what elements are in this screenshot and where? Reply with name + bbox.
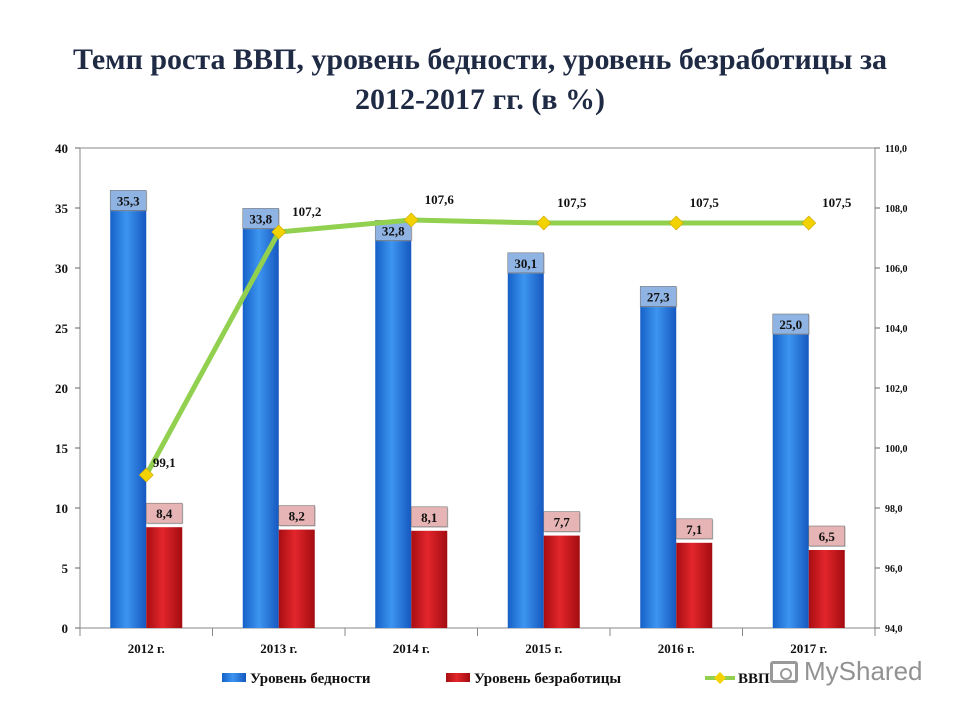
title-line-2: 2012-2017 гг. (в %) (354, 83, 606, 116)
right-tick-label: 108,0 (885, 204, 908, 215)
poverty-bar (375, 234, 412, 628)
gdp-value-label: 99,1 (153, 455, 176, 470)
unemployment-value-label-box (675, 518, 713, 540)
left-tick-label: 25 (55, 321, 69, 336)
legend-label-unemployment: Уровень безработицы (474, 671, 621, 687)
right-tick-label: 100,0 (885, 444, 908, 455)
poverty-value-label: 30,1 (514, 256, 537, 271)
unemployment-bar (543, 535, 580, 628)
legend-label-gdp: ВВП (738, 671, 770, 687)
legend-marker-gdp (714, 672, 726, 684)
poverty-value-label: 25,0 (779, 317, 802, 332)
gdp-line (144, 217, 809, 477)
x-tick-label: 2015 г. (525, 641, 562, 656)
left-tick-label: 15 (55, 441, 69, 456)
gdp-value-label: 107,6 (425, 192, 455, 207)
x-tick-label: 2014 г. (393, 641, 430, 656)
legend-swatch-unemployment (446, 673, 470, 682)
gdp-value-label: 107,5 (690, 195, 720, 210)
unemployment-value-label: 8,2 (289, 509, 305, 524)
right-tick-label: 94,0 (885, 624, 903, 635)
right-tick-label: 98,0 (885, 504, 903, 515)
right-tick-label: 110,0 (885, 144, 907, 155)
left-tick-label: 5 (62, 561, 69, 576)
presentation-icon (770, 660, 798, 683)
poverty-value-label: 32,8 (382, 223, 405, 238)
unemployment-value-label-box (543, 511, 581, 532)
poverty-value-label: 27,3 (647, 289, 670, 304)
poverty-value-label-box (772, 313, 810, 335)
left-tick-label: 40 (55, 141, 68, 156)
poverty-value-label-box (109, 190, 147, 211)
poverty-value-label-box (242, 208, 280, 229)
right-tick-label: 96,0 (885, 564, 903, 575)
page-title: Темп роста ВВП, уровень бедности, уровен… (30, 40, 930, 120)
x-tick-label: 2017 г. (790, 641, 827, 656)
right-tick-label: 104,0 (885, 324, 908, 335)
gdp-marker (668, 215, 684, 231)
poverty-value-label-box (639, 286, 677, 307)
unemployment-bar (146, 527, 183, 628)
right-tick-label: 102,0 (885, 384, 908, 395)
unemployment-value-label: 8,1 (421, 510, 437, 525)
poverty-bar (110, 204, 147, 628)
unemployment-value-label: 6,5 (819, 529, 836, 544)
unemployment-bar (278, 529, 315, 628)
title-line-1: Темп роста ВВП, уровень бедности, уровен… (72, 43, 888, 76)
unemployment-bar (808, 550, 845, 628)
poverty-value-label: 35,3 (117, 193, 140, 208)
unemployment-value-label: 7,1 (686, 522, 702, 537)
unemployment-value-label-box (145, 502, 183, 524)
right-tick-label: 106,0 (885, 264, 908, 275)
poverty-bar (640, 300, 677, 628)
gdp-marker (536, 215, 552, 231)
unemployment-value-label: 7,7 (554, 515, 571, 530)
unemployment-bar (411, 530, 448, 628)
gdp-marker (801, 215, 817, 231)
watermark: MyShared (770, 656, 923, 687)
left-tick-label: 0 (62, 621, 69, 636)
gdp-marker (271, 224, 287, 240)
legend-label-poverty: Уровень бедности (250, 671, 371, 687)
poverty-value-label-box (507, 252, 545, 274)
left-tick-label: 30 (55, 261, 68, 276)
gdp-value-label: 107,5 (822, 195, 852, 210)
unemployment-value-label-box (808, 525, 846, 547)
x-tick-label: 2016 г. (658, 641, 695, 656)
poverty-value-label: 33,8 (249, 211, 272, 226)
left-tick-label: 20 (55, 381, 68, 396)
left-tick-label: 35 (55, 201, 69, 216)
unemployment-value-label-box (278, 505, 316, 526)
gdp-value-label: 107,5 (557, 195, 587, 210)
watermark-text: MyShared (804, 656, 923, 686)
gdp-marker (403, 212, 419, 228)
x-tick-label: 2012 г. (128, 641, 165, 656)
left-tick-label: 10 (55, 501, 68, 516)
poverty-bar (507, 266, 544, 628)
poverty-bar (772, 328, 809, 628)
x-tick-label: 2013 г. (260, 641, 297, 656)
unemployment-bar (676, 542, 713, 628)
gdp-value-label: 107,2 (292, 204, 321, 219)
gdp-marker (138, 467, 154, 483)
unemployment-value-label-box (410, 506, 448, 528)
legend-swatch-poverty (222, 673, 246, 682)
unemployment-value-label: 8,4 (156, 506, 173, 521)
